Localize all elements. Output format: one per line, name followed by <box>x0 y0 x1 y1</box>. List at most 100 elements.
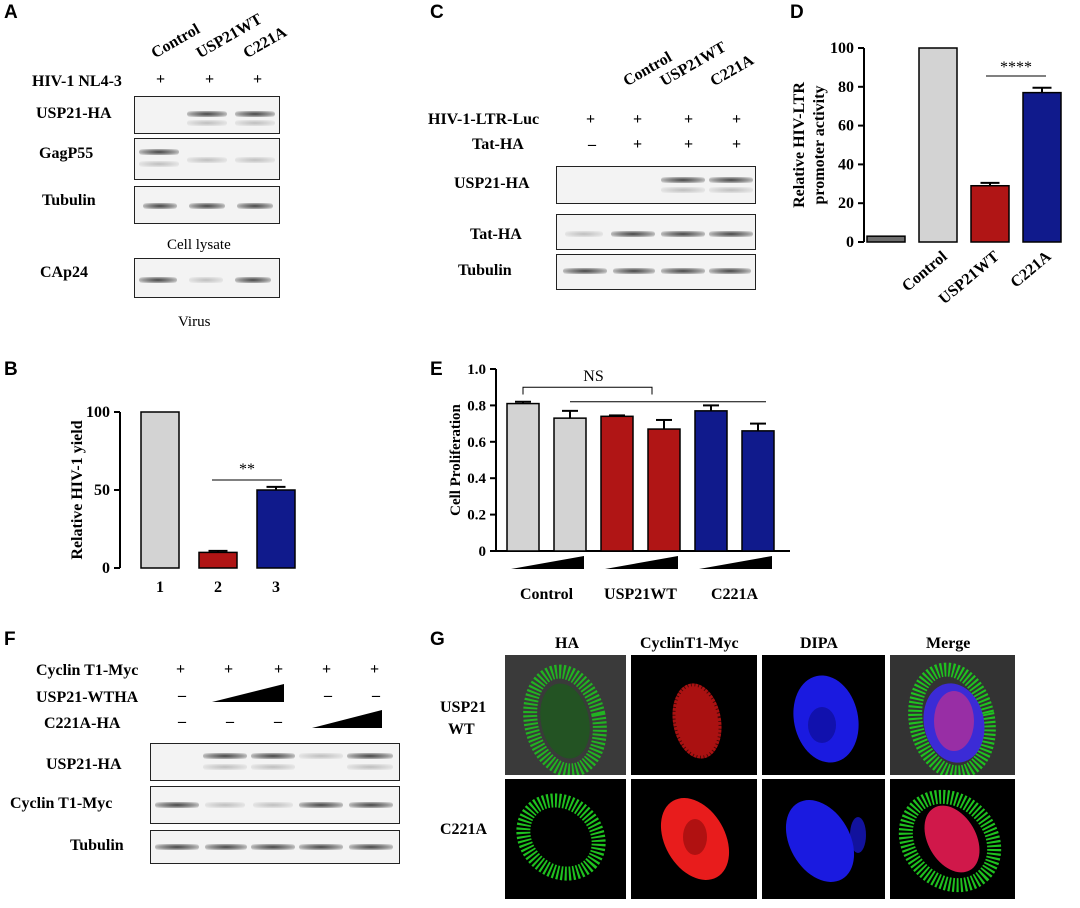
bar <box>866 235 906 243</box>
y-tick-label: 80 <box>838 79 854 96</box>
sign: + <box>176 661 186 678</box>
western-blot <box>134 138 280 180</box>
micrograph-cyclin <box>631 655 757 775</box>
panel-letter-a: A <box>4 2 18 23</box>
sign: – <box>274 713 282 730</box>
x-tick-label: 3 <box>272 579 280 596</box>
blot-label: GagP55 <box>39 145 94 162</box>
caption: Cell lysate <box>167 237 231 253</box>
lane-label: Control <box>148 20 203 62</box>
micrograph-cyclin <box>631 779 757 899</box>
significance-label: NS <box>583 368 603 385</box>
sign: – <box>226 713 234 730</box>
row-label: WT <box>448 721 475 738</box>
y-tick-label: 0 <box>102 560 110 577</box>
y-tick-label: 1.0 <box>467 362 486 378</box>
sign: – <box>178 687 186 704</box>
western-blot <box>134 186 280 224</box>
treatment-label: HIV-1 NL4-3 <box>32 73 122 90</box>
y-tick-label: 0.4 <box>467 471 486 487</box>
western-blot <box>150 743 400 781</box>
micrograph-ha <box>505 779 626 899</box>
bar <box>553 417 587 552</box>
sign: + <box>274 661 284 678</box>
gradient-wedge <box>312 710 382 728</box>
y-tick-label: 40 <box>838 156 854 173</box>
western-blot <box>134 258 280 298</box>
micrograph-merge <box>890 655 1015 775</box>
sign: + <box>633 111 643 128</box>
gradient-wedge <box>699 556 772 569</box>
blot-label: Tat-HA <box>470 226 522 243</box>
western-blot <box>556 254 756 290</box>
blot-label: Tubulin <box>42 192 96 209</box>
sign: + <box>684 136 694 153</box>
chart-e: 0 0.2 0.4 0.6 0.8 1.0 Cell Proliferation NS Cont… <box>448 362 790 603</box>
bar <box>741 430 775 552</box>
treatment-label: C221A-HA <box>44 715 121 732</box>
blot-label: USP21-HA <box>36 105 112 122</box>
sign: + <box>205 71 215 88</box>
sign: + <box>684 111 694 128</box>
sign: + <box>156 71 166 88</box>
bar <box>256 489 296 569</box>
bar <box>918 47 958 243</box>
sign: + <box>732 111 742 128</box>
y-tick-label: 0.6 <box>467 435 486 451</box>
column-label: CyclinT1-Myc <box>640 635 739 652</box>
y-tick-label: 0.2 <box>467 508 486 524</box>
western-blot <box>150 830 400 864</box>
y-axis-label: Relative HIV-1 yield <box>69 420 86 559</box>
sign: – <box>588 136 596 153</box>
y-tick-label: 0 <box>479 544 487 560</box>
significance-bracket <box>522 386 653 395</box>
western-blot <box>150 786 400 824</box>
sign: + <box>633 136 643 153</box>
sign: + <box>253 71 263 88</box>
micrograph-merge <box>890 779 1015 899</box>
y-tick-label: 0 <box>846 234 854 251</box>
column-label: HA <box>555 635 579 652</box>
column-label: DIPA <box>800 635 838 652</box>
y-tick-label: 0.8 <box>467 398 486 414</box>
x-tick-label: C221A <box>1008 248 1055 292</box>
x-group-label: USP21WT <box>604 586 677 603</box>
sign: + <box>586 111 596 128</box>
bar <box>600 415 634 552</box>
blot-label: USP21-HA <box>454 175 530 192</box>
sign: + <box>322 661 332 678</box>
bar <box>198 551 238 569</box>
y-tick-label: 100 <box>86 404 110 421</box>
y-tick-label: 50 <box>94 482 110 499</box>
blot-label: USP21-HA <box>46 756 122 773</box>
western-blot <box>556 214 756 250</box>
row-label: C221A <box>440 821 488 838</box>
treatment-label: Tat-HA <box>472 136 524 153</box>
treatment-label: HIV-1-LTR-Luc <box>428 111 540 128</box>
sign: + <box>370 661 380 678</box>
y-axis-label: promoter activity <box>811 86 828 205</box>
panel-letter-f: F <box>4 629 16 650</box>
y-axis-label: Relative HIV-LTR <box>791 82 808 208</box>
y-tick-label: 100 <box>830 40 854 57</box>
x-tick-label: 2 <box>214 579 222 596</box>
sign: + <box>732 136 742 153</box>
bar <box>647 428 681 552</box>
micrograph-dipa <box>762 779 885 899</box>
chart-d: 0 20 40 60 80 100 Relative HIV-LTR promoter act… <box>791 40 1062 308</box>
blot-label: Tubulin <box>458 262 512 279</box>
panel-letter-c: C <box>430 2 444 23</box>
sign: – <box>178 713 186 730</box>
y-tick-label: 20 <box>838 195 854 212</box>
sign: + <box>224 661 234 678</box>
bar <box>140 411 180 569</box>
western-blot <box>134 96 280 134</box>
panel-letter-b: B <box>4 359 18 380</box>
gradient-wedge <box>605 556 678 569</box>
x-group-label: C221A <box>711 586 759 603</box>
panel-letter-d: D <box>790 2 804 23</box>
blot-label: Tubulin <box>70 837 124 854</box>
x-tick-label: 1 <box>156 579 164 596</box>
